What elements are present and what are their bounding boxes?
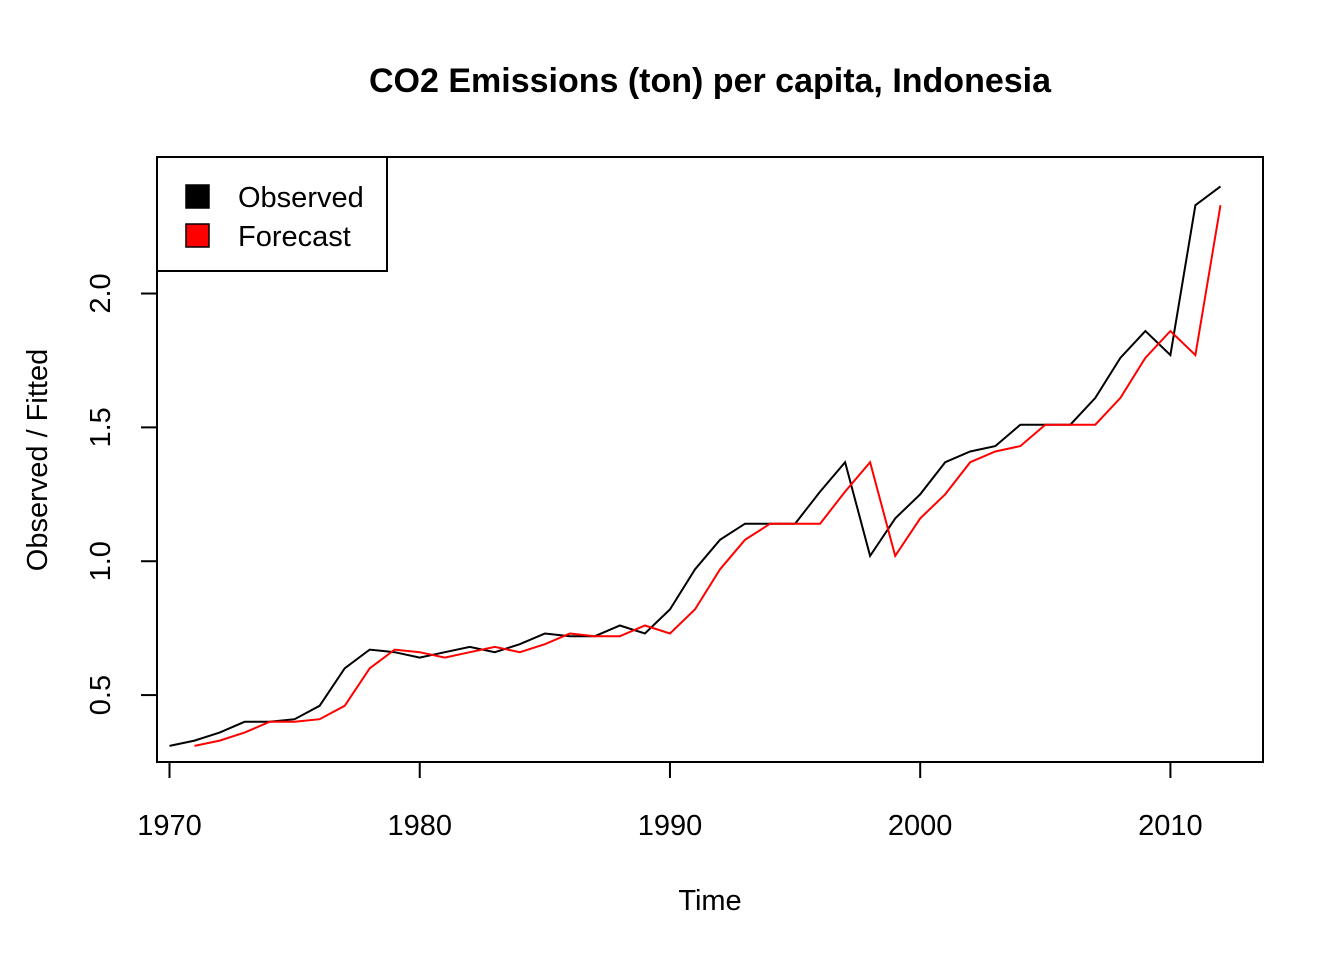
x-tick-label: 2000 (888, 810, 953, 842)
series-layer (169, 185, 1222, 747)
chart-title: CO2 Emissions (ton) per capita, Indonesi… (369, 62, 1052, 100)
legend-label-forecast: Forecast (238, 221, 351, 253)
y-tick-label: 1.5 (85, 407, 117, 447)
x-tick-label: 1990 (638, 810, 703, 842)
y-tick-label: 0.5 (85, 675, 117, 715)
legend: Observed Forecast (156, 156, 388, 272)
x-tick-label: 2010 (1138, 810, 1203, 842)
y-axis-label: Observed / Fitted (22, 349, 54, 571)
series-line-forecast (194, 205, 1222, 747)
y-tick-label: 2.0 (85, 273, 117, 313)
legend-label-observed: Observed (238, 182, 364, 214)
x-axis: 1970 1980 1990 2000 2010 (137, 761, 1203, 842)
y-axis: 0.5 1.0 1.5 2.0 (85, 273, 158, 715)
x-axis-label: Time (678, 885, 741, 917)
y-tick-label: 1.0 (85, 541, 117, 581)
legend-box (156, 156, 388, 272)
legend-swatch-observed (185, 184, 210, 209)
legend-swatch-forecast (185, 223, 210, 248)
x-tick-label: 1970 (137, 810, 202, 842)
x-tick-label: 1980 (387, 810, 452, 842)
